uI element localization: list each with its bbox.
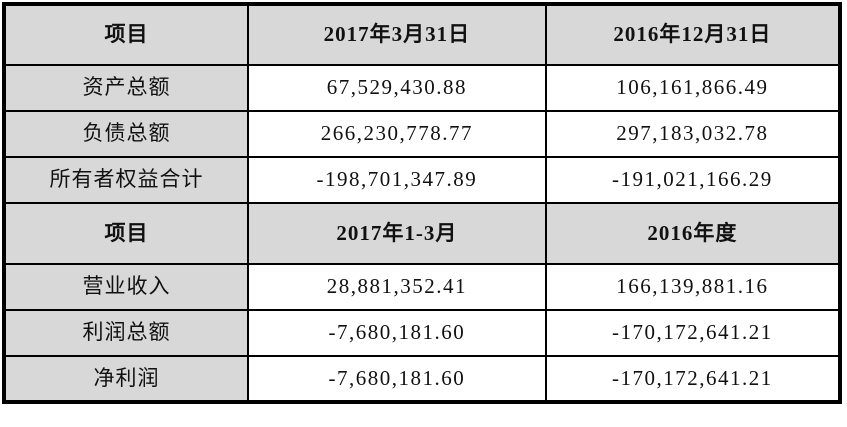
value-cell: 28,881,352.41	[247, 263, 547, 311]
table-row-total-profit: 利润总额 -7,680,181.60 -170,172,641.21	[2, 309, 842, 357]
header-cell-item: 项目	[2, 202, 250, 265]
header-cell-date-2016: 2016年12月31日	[544, 3, 842, 66]
header-cell-item: 项目	[2, 3, 250, 66]
table-row-total-assets: 资产总额 67,529,430.88 106,161,866.49	[2, 64, 842, 112]
header-cell-period-2017: 2017年1-3月	[247, 202, 547, 265]
value-cell: -170,172,641.21	[544, 309, 842, 357]
value-cell: 106,161,866.49	[544, 64, 842, 112]
table-row-total-equity: 所有者权益合计 -198,701,347.89 -191,021,166.29	[2, 156, 842, 204]
row-label-cell: 利润总额	[2, 309, 250, 357]
row-label-cell: 负债总额	[2, 110, 250, 158]
value-cell: -198,701,347.89	[247, 156, 547, 204]
value-cell: 297,183,032.78	[544, 110, 842, 158]
value-cell: -170,172,641.21	[544, 355, 842, 403]
value-cell: 166,139,881.16	[544, 263, 842, 311]
section1-header-row: 项目 2017年3月31日 2016年12月31日	[2, 3, 842, 66]
financial-summary-table: 项目 2017年3月31日 2016年12月31日 资产总额 67,529,43…	[2, 2, 842, 404]
row-label-cell: 所有者权益合计	[2, 156, 250, 204]
table-row-total-liabilities: 负债总额 266,230,778.77 297,183,032.78	[2, 110, 842, 158]
value-cell: -7,680,181.60	[247, 355, 547, 403]
value-cell: -191,021,166.29	[544, 156, 842, 204]
row-label-cell: 资产总额	[2, 64, 250, 112]
header-cell-date-2017: 2017年3月31日	[247, 3, 547, 66]
section2-header-row: 项目 2017年1-3月 2016年度	[2, 202, 842, 265]
table-row-operating-revenue: 营业收入 28,881,352.41 166,139,881.16	[2, 263, 842, 311]
value-cell: -7,680,181.60	[247, 309, 547, 357]
header-cell-period-2016: 2016年度	[544, 202, 842, 265]
value-cell: 266,230,778.77	[247, 110, 547, 158]
row-label-cell: 营业收入	[2, 263, 250, 311]
value-cell: 67,529,430.88	[247, 64, 547, 112]
table-row-net-profit: 净利润 -7,680,181.60 -170,172,641.21	[2, 355, 842, 403]
row-label-cell: 净利润	[2, 355, 250, 403]
